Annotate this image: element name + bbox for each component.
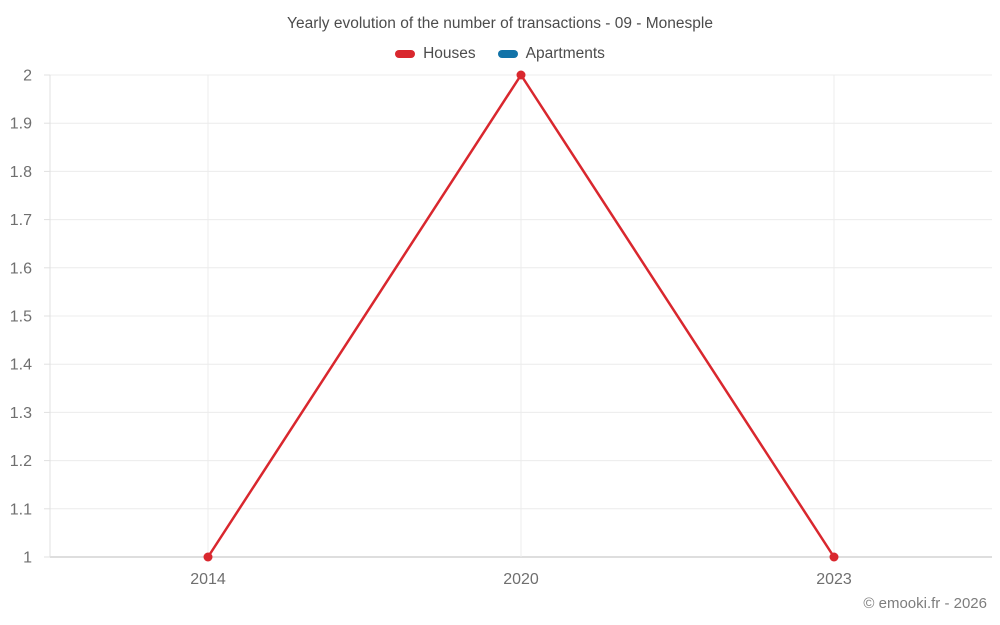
y-axis-label: 1.9 [10,116,32,133]
y-axis-label: 1.5 [10,309,32,326]
y-axis-label: 1.4 [10,357,32,374]
y-axis-label: 1.8 [10,164,32,181]
y-axis-label: 1.7 [10,212,32,229]
houses-data-point-marker[interactable] [203,552,213,562]
legend-label-apartments: Apartments [525,45,605,62]
y-axis-label: 1 [23,550,32,567]
houses-data-point-marker[interactable] [829,552,839,562]
watermark: © emooki.fr - 2026 [863,595,987,612]
chart-title: Yearly evolution of the number of transa… [287,15,713,32]
legend-label-houses: Houses [423,45,476,62]
houses-data-point-marker[interactable] [516,70,526,80]
y-axis-label: 1.3 [10,405,32,422]
x-axis-label: 2020 [503,571,539,588]
x-axis-label: 2023 [816,571,852,588]
legend-item-apartments[interactable]: Apartments [497,45,605,63]
y-axis-label: 2 [23,68,32,85]
houses-series-swatch-icon [395,50,416,58]
legend-item-houses[interactable]: Houses [395,45,476,63]
y-axis-label: 1.2 [10,453,32,470]
apartments-series-swatch-icon [497,50,518,58]
y-axis-label: 1.6 [10,260,32,277]
x-axis-label: 2014 [190,571,226,588]
y-axis-label: 1.1 [10,501,32,518]
chart-legend: Houses Apartments [0,45,1000,63]
